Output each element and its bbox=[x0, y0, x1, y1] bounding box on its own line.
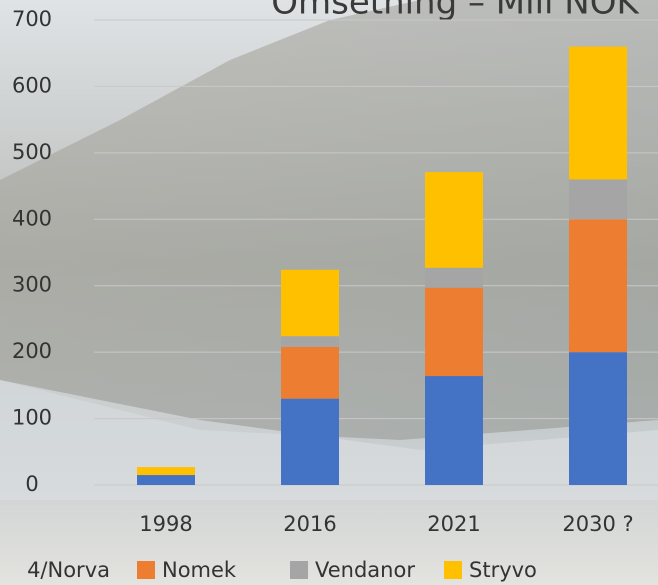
chart-title: Omsetning – Mill NOK bbox=[271, 0, 640, 23]
x-tick-label: 2030 ? bbox=[562, 512, 633, 536]
y-tick-label: 100 bbox=[12, 406, 52, 430]
bar-segment bbox=[281, 269, 339, 337]
y-tick-label: 700 bbox=[12, 7, 52, 31]
bar-segment bbox=[569, 219, 627, 353]
bar-segment bbox=[425, 172, 483, 268]
y-tick-label: 200 bbox=[12, 339, 52, 363]
legend-label: 4/Norva bbox=[27, 558, 110, 582]
legend-swatch bbox=[444, 561, 462, 579]
bar-segment bbox=[425, 376, 483, 485]
bar-segment bbox=[425, 267, 483, 288]
legend-label: Stryvo bbox=[469, 558, 537, 582]
bar-segment bbox=[137, 475, 195, 485]
x-tick-label: 2016 bbox=[283, 512, 336, 536]
bar-segment bbox=[137, 467, 195, 476]
x-tick-label: 1998 bbox=[139, 512, 192, 536]
bar-segment bbox=[569, 46, 627, 180]
bar-segment bbox=[281, 398, 339, 485]
x-tick-label: 2021 bbox=[427, 512, 480, 536]
legend-label: Nomek bbox=[162, 558, 237, 582]
legend-swatch bbox=[137, 561, 155, 579]
bar-segment bbox=[281, 336, 339, 347]
legend-swatch bbox=[290, 561, 308, 579]
bar-segment bbox=[425, 287, 483, 377]
background-mountain bbox=[0, 0, 658, 440]
y-tick-label: 500 bbox=[12, 140, 52, 164]
bar-segment bbox=[569, 352, 627, 485]
y-tick-label: 400 bbox=[12, 206, 52, 230]
bar-segment bbox=[569, 179, 627, 220]
y-tick-label: 0 bbox=[25, 472, 38, 496]
y-tick-label: 300 bbox=[12, 273, 52, 297]
bar-segment bbox=[281, 346, 339, 399]
y-tick-label: 600 bbox=[12, 73, 52, 97]
legend-label: Vendanor bbox=[315, 558, 415, 582]
